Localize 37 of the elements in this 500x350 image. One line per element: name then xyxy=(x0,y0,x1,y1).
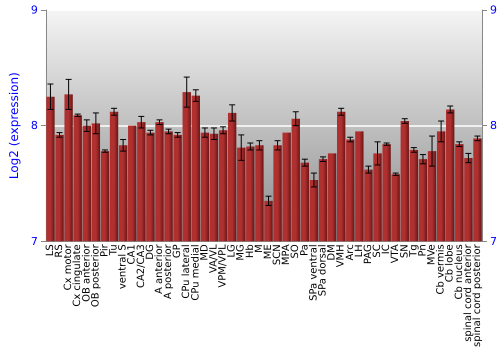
x-tick-label: SN xyxy=(399,244,410,258)
x-tick-label: SO xyxy=(290,244,302,259)
x-tick-label: DG xyxy=(144,244,156,260)
x-tick-label: VA/VL xyxy=(208,244,220,274)
x-tick-label: PAG xyxy=(362,244,374,264)
x-tick-label: spinal cord anterior xyxy=(462,243,474,342)
x-tick-label: GP xyxy=(172,244,184,258)
y-tick-label: 7 xyxy=(30,234,38,248)
y2-tick-label: 7 xyxy=(490,234,497,248)
y2-tick-label: 8 xyxy=(490,119,497,132)
x-tick-label: LS xyxy=(44,244,56,256)
x-tick-label: CPu medial xyxy=(190,244,202,301)
x-tick-label: Arc xyxy=(344,244,356,261)
y-tick-label: 9 xyxy=(30,4,38,16)
x-tick-label: Hb xyxy=(244,244,256,258)
x-tick-label: spinal cord posterior xyxy=(472,243,483,348)
x-tick-label: Tg xyxy=(408,244,420,258)
y2-tick-label: 9 xyxy=(490,4,497,16)
x-tick-label: MD xyxy=(199,244,210,261)
x-tick-label: M xyxy=(254,244,265,253)
x-tick-label: MVe xyxy=(426,244,438,266)
x-tick-label: CA1 xyxy=(126,244,138,264)
x-tick-label: Pn xyxy=(417,244,428,256)
x-tick-label: Cb lobe xyxy=(444,244,456,282)
y-axis-title: Log2 (expression) xyxy=(7,72,21,180)
x-tick-label: A posterior xyxy=(163,243,174,300)
x-tick-label: Pa xyxy=(299,244,310,256)
x-tick-label: LH xyxy=(354,244,365,258)
y-tick-label: 8 xyxy=(30,119,38,132)
x-tick-label: OB posterior xyxy=(90,243,102,308)
x-tick-label: CA2/CA3 xyxy=(136,244,147,288)
x-tick-label: VMH xyxy=(336,244,347,268)
x-tick-label: Cx cingulate xyxy=(72,244,84,307)
x-tick-label: RS xyxy=(54,244,66,258)
x-tick-label: VTA xyxy=(390,244,402,264)
x-tick-label: Pir xyxy=(99,243,110,257)
x-tick-label: ME xyxy=(262,244,274,260)
